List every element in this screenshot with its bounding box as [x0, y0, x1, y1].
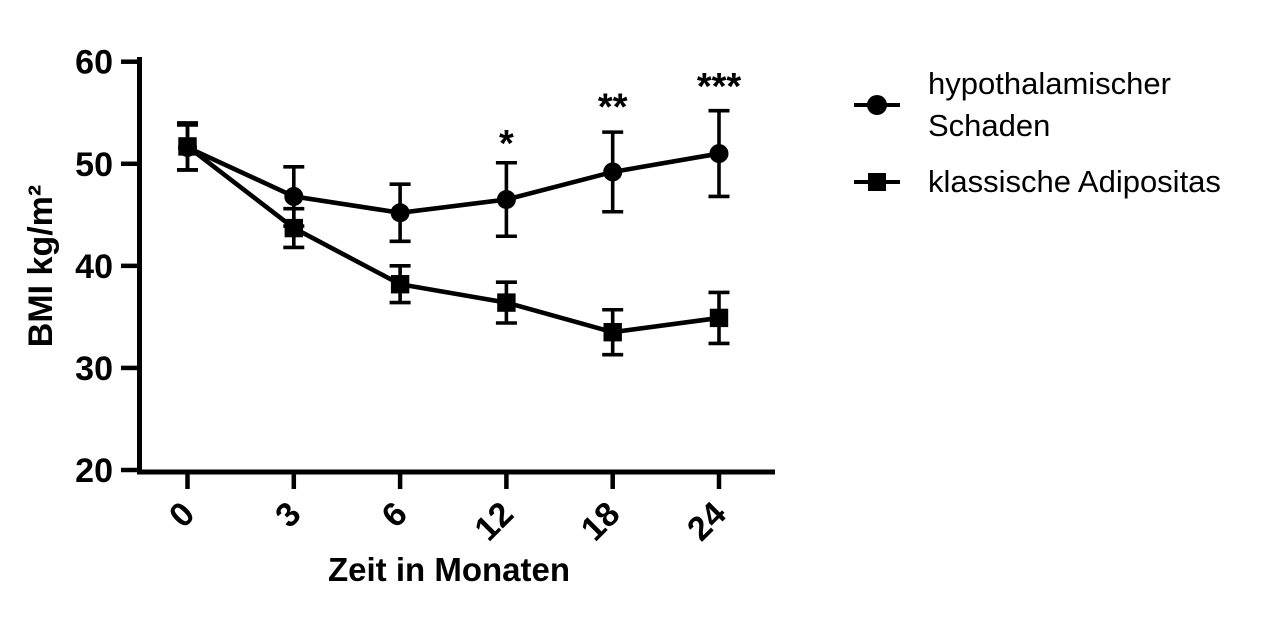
data-point-square [284, 218, 303, 238]
y-axis-tick-label: 20 [75, 452, 113, 490]
x-axis-tick-label: 24 [680, 495, 734, 549]
bmi-line-chart: 20 30 40 50 60 0 3 6 12 18 24 BMI kg/m² Zeit in Mona… [22, 44, 775, 588]
y-axis-tick-label: 40 [75, 248, 113, 286]
data-point-circle [284, 186, 304, 206]
legend-item-label: hypothalamischer Schaden [928, 66, 1171, 143]
significance-stars: *** [697, 66, 742, 108]
series-line-1 [186, 144, 720, 335]
chart-legend: hypothalamischer Schaden klassische Adip… [854, 63, 1273, 203]
y-axis-tick-label: 60 [75, 44, 113, 82]
data-point-square [497, 293, 516, 312]
legend-item-hypothalamischer-schaden: hypothalamischer Schaden [854, 63, 1273, 147]
x-axis-title: Zeit in Monaten [328, 551, 570, 588]
circle-marker-icon [854, 94, 900, 116]
y-axis-tick-label: 50 [75, 146, 113, 184]
x-axis-tick-label: 12 [467, 495, 521, 549]
data-point-square [390, 275, 410, 294]
x-axis-tick-label: 0 [162, 495, 202, 535]
data-point-square [603, 322, 622, 342]
data-point-square [709, 308, 729, 328]
data-point-circle [709, 144, 729, 164]
data-point-circle [390, 203, 410, 223]
significance-stars: ** [598, 86, 628, 128]
y-axis-title: BMI kg/m² [22, 185, 60, 347]
legend-item-label: klassische Adipositas [928, 164, 1221, 199]
data-point-square [178, 137, 197, 156]
x-axis-tick-label: 3 [268, 495, 308, 535]
data-point-circle [496, 190, 516, 210]
x-axis-tick-label: 6 [375, 495, 415, 535]
series-line-0 [186, 145, 720, 216]
square-marker-icon [854, 171, 900, 193]
significance-stars: * [499, 123, 514, 165]
x-axis-tick-label: 18 [574, 495, 628, 549]
y-axis-tick-label: 30 [75, 350, 113, 388]
data-point-circle [603, 162, 623, 182]
legend-item-klassische-adipositas: klassische Adipositas [854, 161, 1273, 203]
